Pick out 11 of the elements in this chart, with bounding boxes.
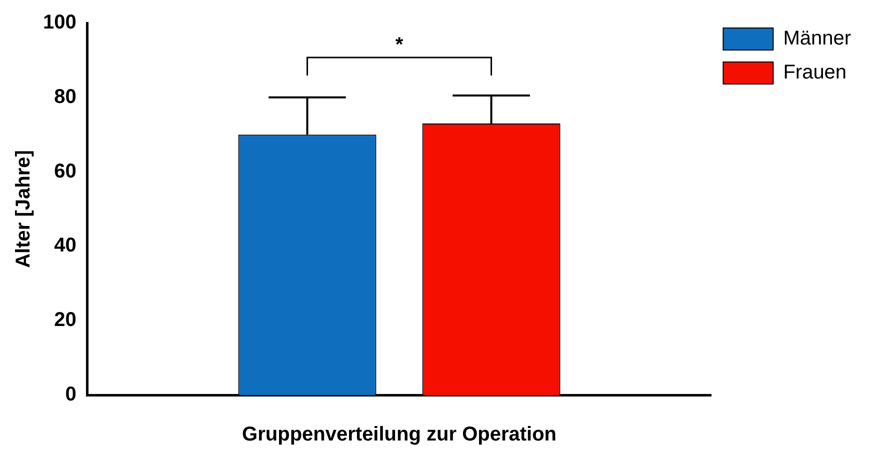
y-tick-label: 100: [42, 12, 76, 34]
y-tick-label: 40: [54, 234, 76, 257]
y-tick-label: 80: [54, 86, 76, 108]
y-tick-label: 0: [65, 384, 76, 406]
y-tick-label: 20: [54, 309, 76, 332]
legend-label: Frauen: [783, 62, 847, 84]
x-axis-title: Gruppenverteilung zur Operation: [242, 424, 557, 446]
y-tick-label: 60: [54, 160, 76, 182]
legend-label: Männer: [783, 28, 852, 50]
annotation: *: [395, 34, 404, 56]
y-axis-title: Alter [Jahre]: [12, 150, 35, 268]
